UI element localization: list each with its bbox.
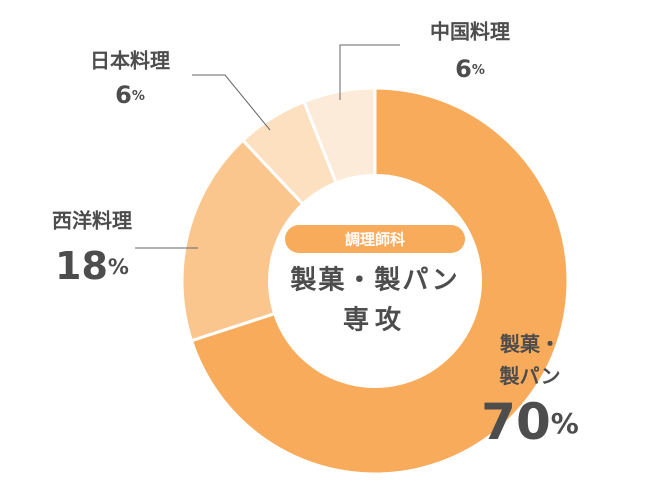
value-unit: % <box>132 89 145 104</box>
value-label: 6% <box>115 81 145 109</box>
leader-lines <box>135 44 400 249</box>
category-label: 中国料理 <box>430 20 510 44</box>
label-line: 製菓・ <box>500 332 560 356</box>
value-number: 18 <box>55 244 108 288</box>
value-label: 70% <box>481 393 579 451</box>
category-label: 日本料理 <box>90 49 170 73</box>
value-unit: % <box>551 407 579 440</box>
value-label: 6% <box>455 55 485 83</box>
center-badge <box>285 225 465 253</box>
value-unit: % <box>108 255 129 279</box>
center-title: 専攻 <box>343 306 407 336</box>
value-unit: % <box>472 63 485 78</box>
center-title: 製菓・製パン <box>290 266 459 296</box>
leader-line <box>339 44 400 100</box>
label-line: 製パン <box>500 364 561 388</box>
value-number: 6 <box>455 55 472 83</box>
category-label: 製菓・製パン <box>500 332 561 388</box>
leader-line <box>192 74 271 131</box>
value-label: 18% <box>55 244 129 288</box>
value-number: 70 <box>481 393 551 451</box>
category-label: 西洋料理 <box>52 209 132 233</box>
center-badge-text: 調理師科 <box>345 231 405 249</box>
value-number: 6 <box>115 81 132 109</box>
